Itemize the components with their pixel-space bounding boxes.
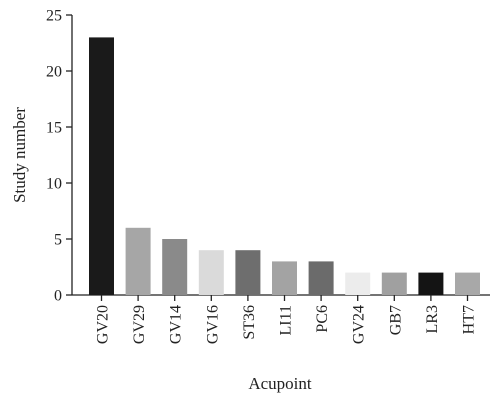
y-axis-title: Study number: [10, 107, 29, 203]
bar-gv14: [162, 239, 188, 295]
bar-li11: [272, 261, 297, 295]
x-tick-label: GV16: [204, 305, 221, 344]
x-tick-label: GV20: [95, 305, 112, 344]
x-tick-label: LI11: [278, 305, 295, 336]
bar-gv16: [198, 250, 224, 295]
x-tick-label: GV24: [351, 305, 368, 344]
y-axis: 0 5 10 15 20 25: [46, 8, 73, 305]
y-tick-label: 5: [54, 232, 62, 249]
x-axis-title: Acupoint: [248, 374, 312, 393]
x-tick-label: ST36: [241, 305, 258, 340]
x-tick-label: PC6: [314, 305, 331, 333]
bar-gv24: [345, 272, 371, 295]
x-tick-label: LR3: [424, 305, 441, 333]
bars: [89, 37, 480, 296]
bar-pc6: [308, 261, 334, 295]
x-tick-label: GB7: [387, 305, 404, 335]
y-tick-label: 0: [54, 288, 62, 305]
x-tick-label: GV29: [131, 305, 148, 344]
bar-gv29: [125, 227, 151, 295]
y-tick-label: 25: [46, 8, 62, 25]
x-tick-label: HT7: [461, 305, 478, 334]
x-tick-label: GV14: [168, 305, 185, 344]
bar-st36: [235, 250, 261, 295]
y-tick-label: 20: [46, 64, 62, 81]
bar-lr3: [418, 272, 444, 295]
bar-gb7: [381, 272, 407, 295]
bar-ht7: [455, 272, 480, 295]
y-tick-label: 10: [46, 176, 62, 193]
x-axis: GV20 GV29 GV14 GV16 ST36 LI11 PC6 GV24 GB7 LR3 HT7: [72, 294, 490, 344]
y-tick-label: 15: [46, 120, 62, 137]
bar-gv20: [89, 37, 114, 296]
